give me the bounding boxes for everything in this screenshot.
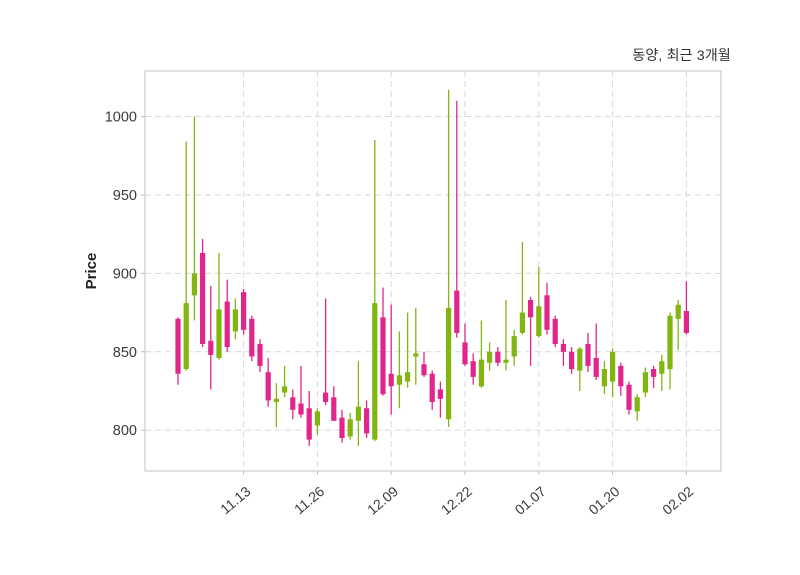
candle-body-down — [208, 340, 214, 355]
candle-body-down — [560, 343, 566, 352]
candle-body-up — [675, 304, 681, 319]
x-tick-label: 02.02 — [659, 483, 696, 518]
candle-body-down — [495, 351, 501, 363]
candle-body-down — [265, 372, 271, 401]
chart-title: 동양, 최근 3개월 — [632, 47, 731, 63]
candle-body-down — [429, 373, 435, 402]
candle-body-down — [306, 408, 312, 440]
candle-body-up — [487, 351, 493, 363]
candle-body-up — [183, 303, 189, 370]
candle-body-up — [511, 336, 517, 357]
candle-body-down — [298, 403, 304, 415]
candle-body-down — [249, 318, 255, 357]
candle-body-up — [519, 312, 525, 333]
candle-body-up — [232, 309, 238, 332]
candle-body-up — [314, 411, 320, 426]
candle-body-down — [437, 389, 443, 399]
candle-body-up — [577, 348, 583, 371]
x-tick-label: 01.07 — [512, 483, 549, 518]
candle-body-up — [536, 306, 542, 337]
candle-body-down — [364, 408, 370, 434]
candle-body-up — [216, 309, 222, 359]
candle-body-up — [355, 406, 361, 421]
candle-body-down — [331, 397, 337, 421]
candle-body-down — [380, 317, 386, 395]
y-tick-label: 800 — [113, 423, 137, 439]
y-tick-label: 950 — [113, 188, 137, 204]
candle-body-down — [241, 292, 247, 330]
candle-body-down — [470, 361, 476, 377]
candle-body-up — [396, 375, 402, 385]
x-tick-label: 01.20 — [585, 483, 622, 518]
candle-body-down — [175, 318, 181, 374]
candle-body-down — [585, 343, 591, 366]
candle-body-down — [290, 397, 296, 410]
candle-body-up — [610, 351, 616, 382]
candle-body-down — [200, 252, 206, 344]
candle-body-down — [454, 290, 460, 333]
x-tick-label: 12.22 — [438, 483, 475, 518]
candle-body-down — [528, 300, 534, 318]
candle-body-down — [569, 351, 575, 370]
candle-body-down — [683, 311, 689, 333]
candle-body-down — [224, 301, 230, 348]
y-tick-label: 1000 — [105, 109, 137, 125]
candle-body-down — [257, 343, 263, 366]
x-tick-label: 11.13 — [217, 483, 253, 517]
candle-body-down — [626, 384, 632, 410]
candle-body-down — [323, 392, 329, 402]
x-tick-label: 11.26 — [291, 483, 327, 517]
candle-body-down — [593, 358, 599, 377]
candle-body-down — [462, 342, 468, 365]
candle-body-up — [642, 372, 648, 393]
candle-body-up — [659, 361, 665, 374]
candle-body-down — [544, 295, 550, 330]
plot-border — [144, 70, 722, 472]
candle-body-up — [282, 386, 288, 393]
candle-body-up — [478, 359, 484, 387]
y-axis-label: Price — [83, 253, 100, 290]
candle-body-down — [651, 369, 657, 377]
candle-body-up — [601, 369, 607, 387]
candle-body-up — [446, 307, 452, 420]
candle-body-down — [339, 417, 345, 439]
candle-body-up — [667, 315, 673, 370]
candle-body-up — [372, 303, 378, 440]
candle-body-down — [552, 318, 558, 344]
y-tick-label: 900 — [113, 266, 137, 282]
candle-body-down — [618, 365, 624, 387]
x-tick-label: 12.09 — [364, 483, 401, 518]
candle-body-down — [421, 364, 427, 376]
candle-body-up — [634, 397, 640, 412]
y-tick-label: 850 — [113, 345, 137, 361]
candle-body-up — [347, 419, 353, 437]
candle-body-up — [191, 273, 197, 296]
candle-body-up — [405, 372, 411, 382]
candle-body-up — [273, 398, 279, 402]
candle-body-up — [503, 359, 509, 363]
candle-body-down — [388, 373, 394, 387]
candle-body-up — [413, 353, 419, 357]
